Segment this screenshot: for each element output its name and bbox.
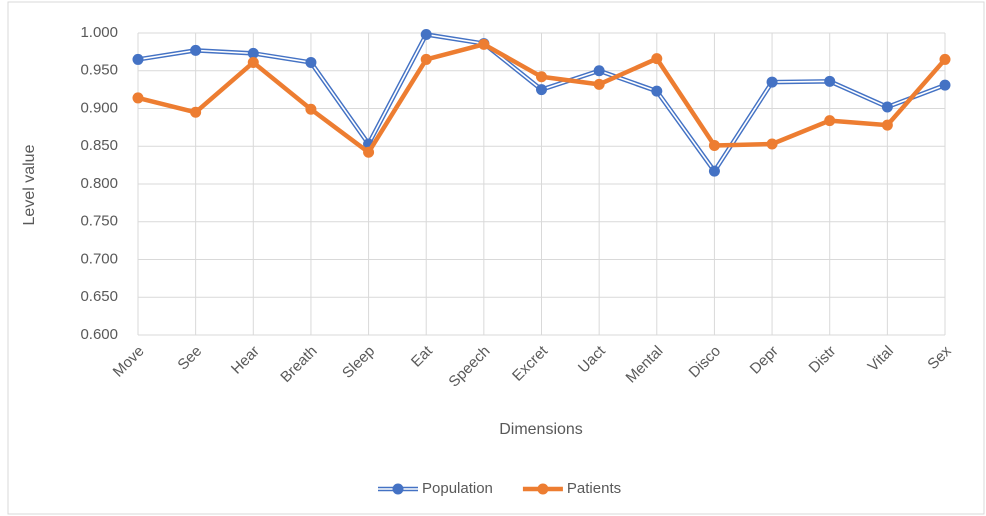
point xyxy=(420,53,432,65)
point xyxy=(651,85,663,97)
point xyxy=(824,115,836,127)
point xyxy=(766,76,778,88)
point xyxy=(247,47,259,59)
point xyxy=(651,53,663,65)
y-tick-label: 0.950 xyxy=(80,62,118,79)
y-tick-label: 0.600 xyxy=(80,326,118,343)
point xyxy=(536,71,547,83)
y-tick-label: 0.850 xyxy=(80,137,118,154)
point xyxy=(190,44,202,56)
point xyxy=(132,53,144,65)
point xyxy=(363,146,375,158)
legend-marker xyxy=(392,483,404,495)
point xyxy=(420,29,432,41)
legend-label: Patients xyxy=(567,480,621,497)
point xyxy=(708,139,720,151)
point xyxy=(305,103,317,115)
y-tick-label: 0.750 xyxy=(80,213,118,230)
x-axis-title: Dimensions xyxy=(499,421,583,438)
point xyxy=(881,101,893,113)
point xyxy=(536,84,547,96)
y-tick-label: 1.000 xyxy=(80,24,118,41)
y-tick-label: 0.800 xyxy=(80,175,118,192)
point xyxy=(824,75,836,87)
point xyxy=(132,92,144,104)
y-axis-title: Level value xyxy=(21,144,38,225)
y-tick-label: 0.900 xyxy=(80,99,118,116)
point xyxy=(766,138,778,150)
point xyxy=(593,78,605,90)
point xyxy=(478,38,490,50)
point xyxy=(247,56,259,68)
point xyxy=(190,106,202,118)
point xyxy=(939,53,951,65)
point xyxy=(939,79,951,91)
point xyxy=(305,56,317,68)
y-tick-label: 0.650 xyxy=(80,288,118,305)
point xyxy=(708,165,720,177)
y-tick-label: 0.700 xyxy=(80,250,118,267)
legend-marker xyxy=(537,483,549,495)
legend-label: Population xyxy=(422,480,493,497)
point xyxy=(881,119,893,131)
point xyxy=(593,65,605,77)
chart-border xyxy=(7,1,985,515)
